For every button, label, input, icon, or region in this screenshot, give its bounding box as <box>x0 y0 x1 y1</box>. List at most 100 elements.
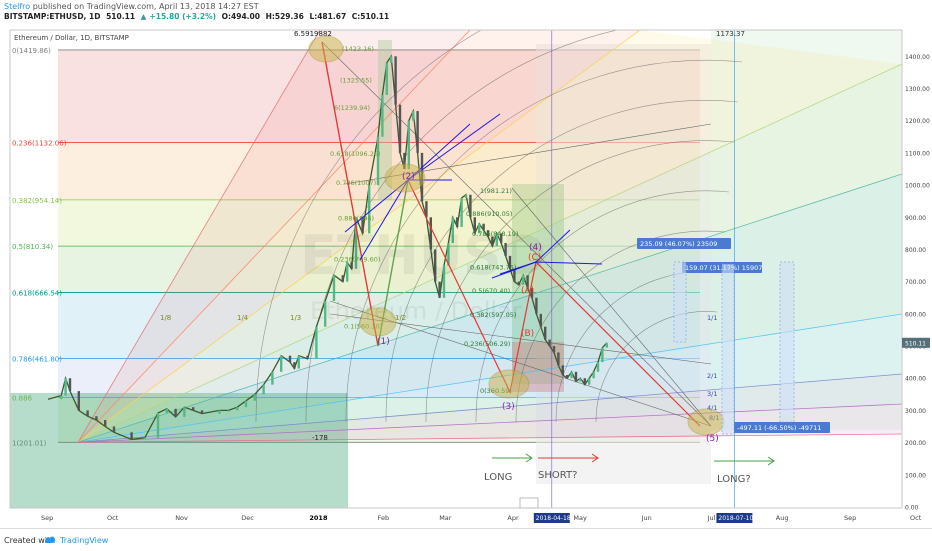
candle <box>390 56 393 63</box>
highlight-ellipse <box>359 307 397 337</box>
highlight-ellipse <box>308 35 344 63</box>
fib-level-label: 0.5(810.34) <box>12 243 53 251</box>
inner-fib-label: 6(1239.94) <box>334 104 370 112</box>
gann-fan-ratio-label: 4/1 <box>707 404 717 412</box>
candle <box>583 378 586 385</box>
x-tick-label: Jul <box>707 514 716 522</box>
wave-label: (2) <box>402 172 415 182</box>
candle <box>513 268 516 282</box>
y-tick-label: 100.00 <box>905 472 926 479</box>
candle <box>539 313 542 327</box>
candle <box>95 416 98 421</box>
candle <box>438 281 441 298</box>
chart-title: Ethereum / Dollar, 1D, BITSTAMP <box>14 34 129 42</box>
gann-fan-line <box>77 63 902 443</box>
x-tick-label: 2018 <box>309 514 328 522</box>
wave-label: (B) <box>521 329 534 339</box>
candle <box>394 56 397 105</box>
candle <box>297 355 300 369</box>
candle <box>464 194 468 198</box>
candle <box>200 410 204 414</box>
author-name[interactable]: Stelfro <box>4 2 31 11</box>
wave-label: (4) <box>529 243 542 253</box>
wave-label: (C) <box>528 253 541 263</box>
gann-fan-band <box>78 314 902 443</box>
candle <box>376 136 380 186</box>
candle <box>596 362 600 372</box>
candle <box>86 410 89 417</box>
pitchfork-line <box>535 229 571 263</box>
y-tick-label: 200.00 <box>905 440 926 447</box>
candle <box>262 384 265 395</box>
up-arrow-icon: ▲ <box>140 12 147 21</box>
candle <box>447 243 450 266</box>
fib-arc <box>385 100 739 423</box>
candle <box>315 326 318 359</box>
publish-info: Stelfro published on TradingView.com, Ap… <box>4 2 259 11</box>
candle <box>244 400 248 408</box>
candle <box>350 262 353 269</box>
candle <box>566 375 569 379</box>
candle <box>451 217 454 244</box>
gann-fan-line <box>77 173 902 443</box>
candle <box>574 371 578 382</box>
candle <box>174 408 177 417</box>
candle <box>548 339 551 347</box>
x-tick-label: Oct <box>910 514 922 522</box>
y-tick-label: 300.00 <box>905 408 926 415</box>
wave-label: (A) <box>521 286 534 296</box>
candle <box>412 111 415 121</box>
gann-fan-line <box>77 403 902 443</box>
highlight-ellipse <box>488 369 530 399</box>
high-value: H:529.36 <box>265 12 304 21</box>
fib-arc <box>255 30 482 423</box>
fib-level-label: 0.886 <box>12 395 33 403</box>
gann-fan-band <box>78 64 902 443</box>
x-tick-label: Mar <box>439 514 452 522</box>
short-target-box <box>512 184 564 384</box>
inner-fib-label: (1423.16) <box>342 45 374 53</box>
trend-line <box>511 187 712 427</box>
fib-level-label: 1(201.01) <box>12 439 47 447</box>
arrow-head <box>767 456 775 466</box>
axes: 1400.00 1300.00 1200.00 1100.00 1000.00 900.0… <box>41 30 930 523</box>
candle <box>570 371 573 379</box>
price-chart[interactable]: 0(1419.86) 0.236(1132.06) 0.382(954.14) 0.5… <box>0 24 932 528</box>
candle <box>473 217 476 234</box>
x-tick-label: Sep <box>41 514 53 522</box>
x-tick-label: Sep <box>844 514 856 522</box>
candle <box>535 297 538 314</box>
y-tick-label: 0.00 <box>905 505 919 512</box>
date-tag <box>533 513 570 523</box>
candle <box>500 233 503 244</box>
candle <box>517 281 520 285</box>
candle <box>165 408 168 413</box>
candle <box>398 104 402 153</box>
candle <box>425 201 428 218</box>
gann-fan-line <box>77 30 641 443</box>
gann-fan-label: 1/8 <box>160 314 171 322</box>
long-question-text: LONG? <box>717 474 751 485</box>
symbol-watermark: ETHUSD <box>300 224 546 287</box>
gann-fan-ratio-label: 3/1 <box>707 390 717 398</box>
trend-line <box>321 41 712 427</box>
tradingview-brand[interactable]: TradingView <box>60 536 109 545</box>
gann-fan-ratio-label: 1/1 <box>707 314 717 322</box>
candle <box>271 371 274 385</box>
measure-range <box>721 263 735 435</box>
y-tick-label: 1000.00 <box>905 183 930 190</box>
candle <box>460 197 463 227</box>
candle <box>324 300 327 327</box>
candle <box>469 194 472 218</box>
x-tick-label: Aug <box>776 514 789 522</box>
candle <box>361 217 364 234</box>
y-tick-label: 1300.00 <box>905 86 930 93</box>
gann-fan-line <box>77 373 902 443</box>
symbol-label: BITSTAMP:ETHUSD, 1D <box>4 12 101 21</box>
candle <box>478 223 481 234</box>
candle <box>579 378 582 382</box>
measurement-label: -497.11 (-66.50%) -49711 <box>737 424 821 432</box>
close-value: C:510.11 <box>351 12 390 21</box>
candle <box>130 432 133 440</box>
x-tick-label: May <box>573 514 587 522</box>
